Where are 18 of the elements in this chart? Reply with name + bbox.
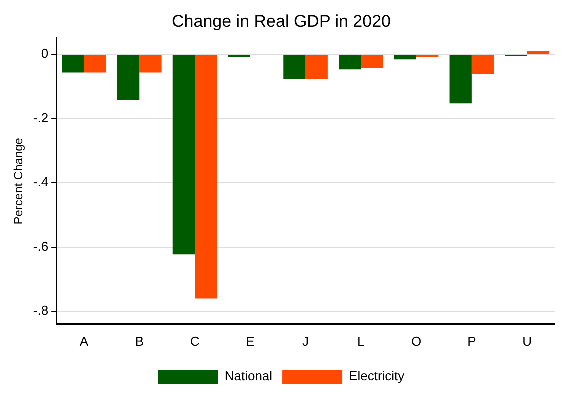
legend-label: National xyxy=(224,368,273,384)
x-tick-label: O xyxy=(411,334,422,349)
x-tick-label: B xyxy=(135,334,144,349)
x-tick-label: A xyxy=(80,334,89,349)
chart-title: Change in Real GDP in 2020 xyxy=(172,12,391,31)
x-tick-label: L xyxy=(358,334,365,349)
x-tick-label: U xyxy=(522,334,532,349)
legend-label: Electricity xyxy=(349,368,406,384)
y-tick-label: -.2 xyxy=(33,110,49,126)
x-tick-label: P xyxy=(468,334,476,349)
y-tick-label: -.8 xyxy=(33,303,49,318)
y-axis-title: Percent Change xyxy=(12,138,26,225)
x-tick-label: J xyxy=(302,334,310,349)
y-tick-label: -.4 xyxy=(33,174,49,190)
x-tick-label: C xyxy=(190,334,200,349)
y-tick-label: 0 xyxy=(41,46,49,62)
y-tick-label: -.6 xyxy=(33,238,49,254)
x-tick-label: E xyxy=(246,334,256,349)
